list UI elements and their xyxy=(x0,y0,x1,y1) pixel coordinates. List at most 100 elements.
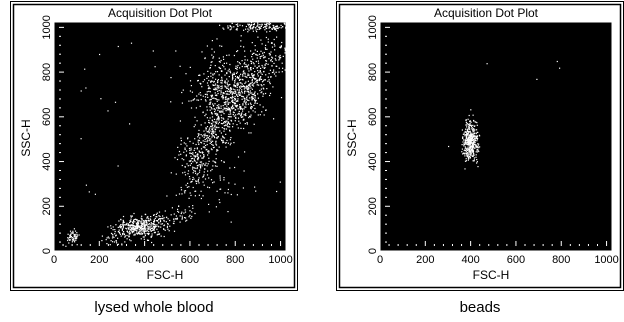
data-point xyxy=(249,27,251,29)
data-point xyxy=(180,153,182,155)
data-point xyxy=(210,179,213,181)
data-point xyxy=(223,107,225,109)
data-point xyxy=(121,228,124,231)
data-point xyxy=(202,157,204,159)
data-point xyxy=(229,25,231,27)
data-point xyxy=(144,213,146,215)
data-point xyxy=(469,147,471,149)
data-point xyxy=(69,235,72,237)
x-tick-label: 600 xyxy=(181,254,199,266)
data-point xyxy=(248,84,250,86)
data-point xyxy=(226,105,228,107)
data-point xyxy=(470,126,473,128)
data-point xyxy=(234,166,236,169)
data-point xyxy=(139,230,141,232)
data-point xyxy=(155,216,157,218)
data-point xyxy=(205,129,207,131)
data-point xyxy=(467,146,469,148)
data-point xyxy=(263,57,265,59)
data-point xyxy=(134,226,137,228)
data-point xyxy=(239,86,241,88)
data-point xyxy=(74,235,76,237)
data-point xyxy=(248,94,250,96)
data-point xyxy=(245,25,247,28)
data-point xyxy=(234,102,236,104)
data-point xyxy=(152,227,154,229)
data-point xyxy=(278,67,280,69)
data-point xyxy=(249,97,251,99)
data-point xyxy=(72,236,74,239)
data-point xyxy=(258,84,260,86)
data-point xyxy=(144,225,146,227)
data-point xyxy=(88,191,90,193)
data-point xyxy=(466,155,468,157)
data-point xyxy=(227,90,229,93)
data-point xyxy=(263,88,265,90)
data-point xyxy=(153,232,155,234)
data-point xyxy=(208,130,210,132)
data-point xyxy=(173,218,175,220)
data-point xyxy=(242,116,244,118)
data-point xyxy=(253,24,255,26)
data-point xyxy=(245,63,247,66)
data-point xyxy=(463,143,465,145)
data-point xyxy=(469,152,471,154)
data-point xyxy=(263,56,265,58)
data-point xyxy=(72,232,74,234)
data-point xyxy=(233,142,235,144)
data-point xyxy=(231,97,233,99)
data-point xyxy=(200,134,202,136)
data-point xyxy=(246,85,248,87)
data-point xyxy=(233,84,235,86)
data-point xyxy=(244,59,246,61)
data-point xyxy=(226,123,228,125)
data-point xyxy=(262,93,264,95)
data-point xyxy=(120,226,122,228)
y-tick-label: 1000 xyxy=(367,15,379,39)
data-point xyxy=(235,105,237,108)
data-point xyxy=(211,116,214,118)
data-point xyxy=(198,143,200,145)
data-point xyxy=(258,71,260,73)
data-point xyxy=(258,53,261,55)
data-point xyxy=(223,28,225,30)
data-point xyxy=(281,62,283,64)
data-point xyxy=(139,227,141,230)
data-point xyxy=(130,42,133,44)
data-point xyxy=(140,230,142,232)
data-point xyxy=(465,150,467,152)
data-point xyxy=(160,218,162,220)
data-point xyxy=(134,233,136,235)
data-point xyxy=(151,233,153,235)
data-point xyxy=(174,218,177,220)
data-point xyxy=(195,162,198,164)
data-point xyxy=(256,50,258,52)
data-point xyxy=(217,117,219,119)
data-point xyxy=(145,224,147,226)
data-point xyxy=(121,244,123,246)
data-point xyxy=(215,126,217,128)
data-point xyxy=(468,151,470,153)
data-point xyxy=(256,31,258,33)
data-point xyxy=(156,216,158,218)
data-point xyxy=(473,147,475,149)
data-point xyxy=(241,86,244,88)
data-point xyxy=(463,139,465,141)
data-point xyxy=(69,234,71,236)
data-point xyxy=(223,127,225,130)
data-point xyxy=(193,159,195,161)
data-point xyxy=(254,186,256,188)
data-point xyxy=(234,92,236,94)
data-point xyxy=(242,96,245,98)
data-point xyxy=(252,67,254,69)
data-point xyxy=(476,138,478,140)
data-point xyxy=(271,28,273,30)
data-point xyxy=(262,52,264,54)
data-point xyxy=(253,123,255,125)
data-point xyxy=(134,229,136,231)
data-point xyxy=(134,228,136,230)
data-point xyxy=(175,173,177,175)
data-point xyxy=(250,103,252,106)
data-point xyxy=(216,165,218,167)
data-point xyxy=(147,223,149,225)
